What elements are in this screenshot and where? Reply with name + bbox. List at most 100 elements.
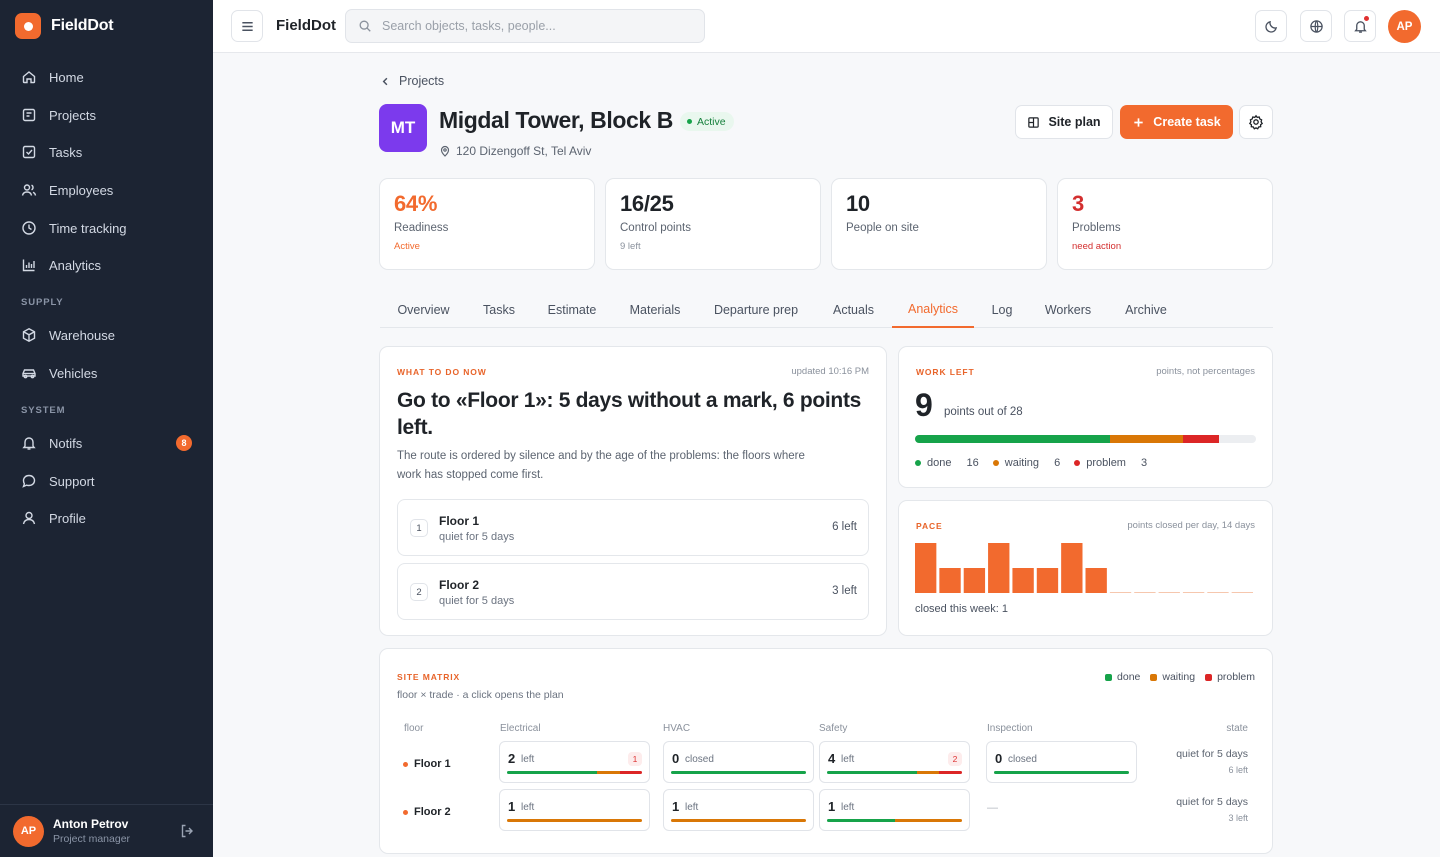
tab-estimate[interactable]: Estimate (547, 303, 597, 317)
column-header-floor: floor (404, 723, 424, 734)
tasks-icon (22, 145, 36, 159)
sidebar-item-vehicles[interactable]: Vehicles (10, 356, 203, 390)
matrix-cell[interactable]: 1 left (819, 789, 970, 831)
notifications-button[interactable] (1344, 10, 1376, 42)
menu-toggle-button[interactable] (231, 10, 263, 42)
progress-done (915, 435, 1110, 443)
matrix-row-floor[interactable]: Floor 2 (403, 806, 451, 818)
page-title: Migdal Tower, Block B (439, 107, 673, 133)
kpi-sub: need action (1072, 241, 1122, 252)
avatar[interactable]: AP (13, 815, 44, 847)
create-task-button[interactable]: Create task (1120, 105, 1233, 139)
matrix-cell[interactable]: 2 left 1 (499, 741, 650, 783)
logout-icon[interactable] (179, 823, 195, 839)
cell-problem-badge: 2 (948, 752, 962, 766)
chevron-left-icon (382, 77, 388, 85)
kpi-value: 3 (1072, 191, 1084, 216)
sidebar: FieldDot Home Projects Tasks Employees T… (0, 0, 213, 857)
kpi-people-on-site: 10 People on site (831, 178, 1047, 270)
route-title: Floor 1 (439, 514, 480, 528)
cell-progress-problem (620, 771, 642, 774)
avatar[interactable]: AP (1388, 10, 1421, 43)
panel-eyebrow: WHAT TO DO NOW (397, 367, 487, 377)
kpi-control-points: 16/25 Control points 9 left (605, 178, 821, 270)
chat-icon (22, 474, 36, 488)
pace-bar-chart (915, 543, 1253, 593)
tab-tasks[interactable]: Tasks (483, 303, 515, 317)
user-icon (22, 511, 36, 525)
notifs-count-badge: 8 (176, 435, 192, 451)
todo-description: The route is ordered by silence and by t… (397, 450, 805, 481)
legend-done-value: 16 (966, 457, 979, 469)
tab-overview[interactable]: Overview (397, 303, 450, 317)
sidebar-item-profile[interactable]: Profile (10, 501, 203, 535)
matrix-cell[interactable]: 0 closed (663, 741, 814, 783)
matrix-cell[interactable]: 0 closed (986, 741, 1137, 783)
site-plan-button[interactable]: Site plan (1015, 105, 1113, 139)
notification-dot (1363, 15, 1370, 22)
row-state: quiet for 5 days (1176, 748, 1248, 760)
pace-bar-empty (1134, 592, 1156, 593)
cell-value: 1 (672, 799, 680, 814)
route-item[interactable]: 1 Floor 1 quiet for 5 days 6 left (397, 499, 869, 556)
cell-progress (671, 771, 806, 774)
tab-actuals[interactable]: Actuals (833, 303, 874, 317)
kpi-label: Readiness (394, 222, 449, 234)
sidebar-item-warehouse[interactable]: Warehouse (10, 318, 203, 352)
tab-workers[interactable]: Workers (1044, 303, 1092, 317)
car-icon (22, 369, 36, 379)
pace-bar-empty (1207, 592, 1229, 593)
sidebar-item-label: Notifs (49, 435, 83, 451)
sidebar-item-notifs[interactable]: Notifs 8 (10, 426, 203, 460)
map-icon (1028, 116, 1040, 128)
route-item[interactable]: 2 Floor 2 quiet for 5 days 3 left (397, 563, 869, 620)
language-button[interactable] (1300, 10, 1332, 42)
cell-progress-waiting (507, 819, 642, 822)
cell-progress-done (507, 771, 598, 774)
tab-materials[interactable]: Materials (629, 303, 681, 317)
sidebar-item-projects[interactable]: Projects (10, 98, 203, 132)
route-left-count: 3 left (832, 585, 857, 597)
kpi-sub: Active (394, 241, 420, 252)
tab-analytics[interactable]: Analytics (892, 292, 974, 328)
matrix-cell[interactable]: 1 left (499, 789, 650, 831)
tab-log[interactable]: Log (991, 303, 1013, 317)
cell-progress (827, 771, 962, 774)
kpi-label: Control points (620, 222, 691, 234)
project-address: 120 Dizengoff St, Tel Aviv (439, 144, 591, 158)
project-settings-button[interactable] (1239, 105, 1273, 139)
matrix-cell[interactable]: 1 left (663, 789, 814, 831)
column-header-state: state (1226, 723, 1248, 734)
employees-icon (21, 184, 37, 196)
clock-icon (22, 221, 36, 235)
sidebar-item-tasks[interactable]: Tasks (10, 135, 203, 169)
home-icon (22, 71, 36, 84)
column-header-hvac: HVAC (663, 723, 691, 734)
sidebar-item-support[interactable]: Support (10, 464, 203, 498)
breadcrumb[interactable]: Projects (380, 74, 444, 88)
pace-bar-empty (1182, 592, 1205, 593)
tab-archive[interactable]: Archive (1125, 303, 1167, 317)
pace-bar-empty (1109, 592, 1132, 593)
matrix-cell[interactable]: 4 left 2 (819, 741, 970, 783)
matrix-row-floor[interactable]: Floor 1 (403, 758, 451, 770)
sidebar-item-employees[interactable]: Employees (10, 173, 203, 207)
cell-progress-done (827, 771, 918, 774)
theme-toggle-button[interactable] (1255, 10, 1287, 42)
legend-done-label: done (927, 457, 952, 469)
search-box[interactable] (345, 9, 705, 43)
sidebar-user: AP Anton Petrov Project manager (0, 804, 213, 857)
brand[interactable]: FieldDot (15, 13, 114, 39)
sidebar-item-analytics[interactable]: Analytics (10, 248, 203, 282)
kpi-problems: 3 Problems need action (1057, 178, 1273, 270)
row-state: quiet for 5 days (1176, 796, 1248, 808)
column-header-safety: Safety (819, 723, 848, 734)
create-task-label: Create task (1153, 115, 1221, 129)
work-left-panel: WORK LEFT points, not percentages 9 poin… (898, 346, 1273, 488)
panel-eyebrow: WORK LEFT (916, 367, 975, 377)
tab-departure-prep[interactable]: Departure prep (713, 303, 799, 317)
search-input[interactable] (382, 19, 682, 33)
legend-waiting: waiting (1162, 671, 1196, 683)
sidebar-item-time-tracking[interactable]: Time tracking (10, 211, 203, 245)
sidebar-item-home[interactable]: Home (10, 60, 203, 94)
